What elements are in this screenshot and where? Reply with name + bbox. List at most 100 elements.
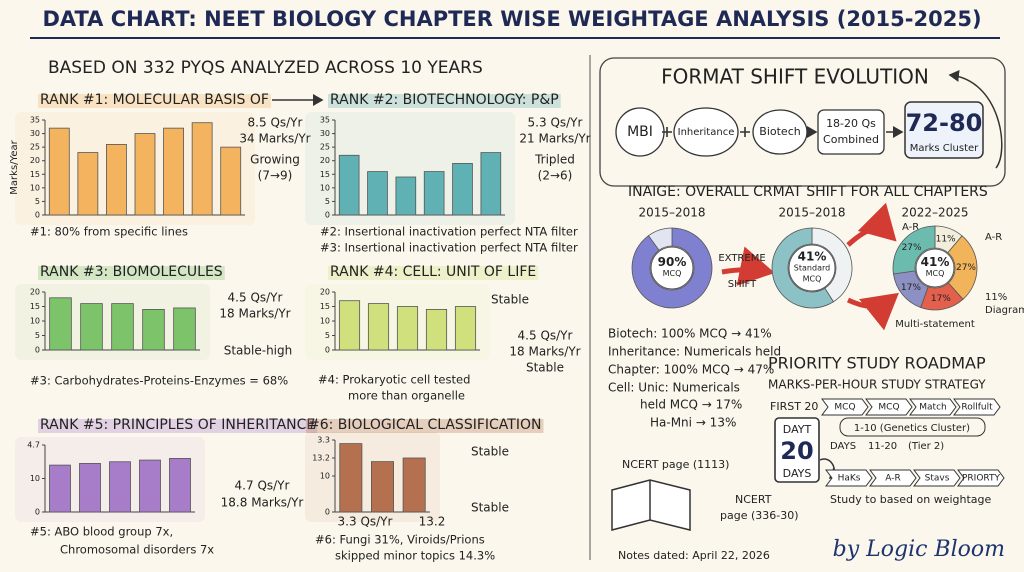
donut-title: 2015–2018 [778, 206, 845, 220]
donut-title: 2022–2025 [901, 206, 968, 220]
chart-title: RANK #2: BIOTECHNOLOGY: P&P [330, 92, 559, 108]
footnote: #5: ABO blood group 7x, [30, 525, 173, 539]
y-tick-label: 10 [30, 474, 40, 483]
days-row: 11-20 [868, 441, 897, 452]
y-tick-label: 0 [35, 508, 40, 517]
bar [395, 176, 417, 216]
y-tick-label: 3.3 [317, 436, 330, 445]
y-tick-label: 0 [325, 508, 330, 517]
bar [367, 171, 388, 216]
y-tick-label: 30 [320, 129, 330, 138]
title-highlight [38, 266, 225, 280]
bar [338, 300, 361, 351]
center-label: Standard [794, 264, 830, 273]
footnote: #6: Fungi 31%, Viroids/Prions [315, 533, 485, 547]
node-label: Inheritance [678, 127, 735, 138]
bar [371, 461, 394, 513]
y-tick-label: 0 [325, 346, 330, 355]
y-tick-label: 0 [35, 211, 40, 220]
y-tick-label: 13.2 [312, 454, 330, 463]
bar [480, 152, 502, 216]
chart-title: #6: BIOLOGICAL CLASSIFICATION [308, 417, 541, 433]
y-tick-label: 0 [35, 346, 40, 355]
shift-label: EXTREME [718, 253, 765, 264]
chart-title: RANK #4: CELL: UNIT OF LIFE [330, 264, 536, 280]
chevron [865, 398, 913, 416]
footnote: more than organelle [348, 389, 465, 403]
note: Ha-Mni → 13% [650, 416, 736, 430]
bar [425, 308, 448, 351]
days-row: DAYS [830, 441, 856, 452]
y-tick-label: 10 [320, 472, 330, 481]
segment-label: 17% [931, 294, 951, 304]
roadmap-first: FIRST 20 [770, 400, 818, 413]
donut-segment [631, 227, 713, 309]
note: 8.5 Qs/Yr [248, 116, 303, 130]
segment-label: 27% [956, 263, 976, 273]
ncert: NCERT page (1113) [622, 458, 729, 471]
footnote: Chromosomal disorders 7x [60, 543, 214, 557]
bar [77, 152, 99, 216]
chart-title: RANK #1: MOLECULAR BASIS OF [40, 92, 269, 108]
footnote: #3: Carbohydrates-Proteins-Enzymes = 68% [30, 374, 288, 388]
annotation: A-R [985, 232, 1002, 243]
y-axis-label: Marks/Year [9, 139, 20, 194]
chevron-label: Stavs [925, 474, 950, 484]
center-label: 41% [921, 255, 950, 269]
note: 13.2 [419, 515, 446, 529]
shift-arrow [846, 202, 897, 247]
y-tick-label: 10 [320, 183, 330, 192]
days-row: (Tier 2) [908, 441, 944, 452]
chevron [913, 469, 961, 487]
y-tick-label: 15 [30, 170, 40, 179]
y-tick-label: 0 [325, 211, 330, 220]
bar [134, 133, 156, 216]
title-highlight [328, 94, 561, 108]
roadmap-subtitle: MARKS-PER-HOUR STUDY STRATEGY [768, 378, 986, 392]
footnote: #3: Insertional inactivation perfect NTA… [320, 241, 578, 255]
y-tick-label: 20 [30, 156, 40, 165]
note: 4.5 Qs/Yr [228, 291, 283, 305]
donut-segment [771, 227, 834, 309]
center-label: 41% [798, 250, 827, 264]
note: Stable [526, 361, 564, 375]
donut-center [650, 246, 694, 290]
donut-segment [892, 225, 936, 275]
bar [402, 457, 426, 513]
note: (2→6) [538, 169, 573, 183]
y-tick-label: 5 [325, 331, 330, 340]
combined-box [817, 109, 885, 155]
y-tick-label: 15 [30, 302, 40, 311]
note: Chapter: 100% MCQ → 47% [608, 363, 774, 377]
result-box [904, 101, 984, 159]
format-title: FORMAT SHIFT EVOLUTION [661, 65, 929, 89]
note: 21 Marks/Yr [519, 132, 590, 146]
shift-arrow [846, 292, 899, 331]
chevron-label: MCQ [878, 403, 899, 413]
note: 18 Marks/Yr [509, 345, 580, 359]
ncert: NCERT [735, 493, 772, 506]
annotation: Diagram [985, 305, 1024, 316]
cluster-box [839, 417, 986, 437]
bar [109, 461, 131, 513]
plus [662, 127, 672, 137]
title: DATA CHART: NEET BIOLOGY CHAPTER WISE WE… [42, 7, 981, 31]
shift-label: SHIFT [728, 279, 757, 290]
segment-label: 11% [936, 234, 956, 244]
y-tick-label: 10 [30, 183, 40, 192]
footnote: skipped minor topics 14.3% [335, 549, 495, 563]
bar [396, 306, 419, 351]
footnote: #1: 80% from specific lines [30, 225, 188, 239]
donut-center [915, 248, 955, 288]
donut-segment [647, 227, 673, 251]
bar [49, 464, 71, 513]
result: 72-80 [906, 109, 983, 137]
bar [80, 303, 103, 351]
arrow [948, 69, 1003, 169]
format-panel [599, 57, 1006, 187]
y-tick-label: 10 [320, 317, 330, 326]
chevron [953, 398, 1001, 416]
note: 5.3 Qs/Yr [528, 116, 583, 130]
chevron [869, 469, 917, 487]
bar [173, 307, 196, 351]
